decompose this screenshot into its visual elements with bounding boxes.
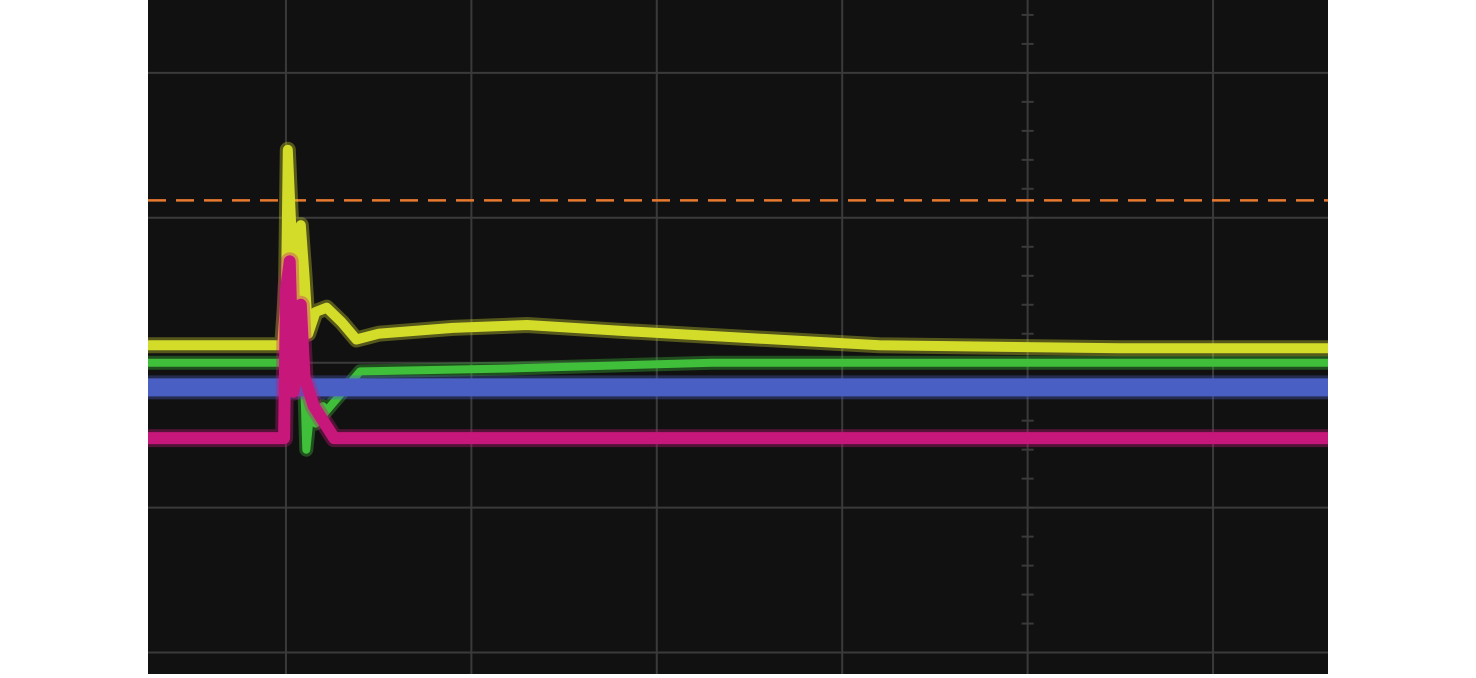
trace-1 bbox=[148, 144, 1328, 354]
trace-4 bbox=[148, 255, 1328, 445]
waveform-plot bbox=[148, 0, 1328, 674]
oscilloscope-display bbox=[148, 0, 1328, 674]
trace-glow-1 bbox=[148, 141, 1328, 357]
